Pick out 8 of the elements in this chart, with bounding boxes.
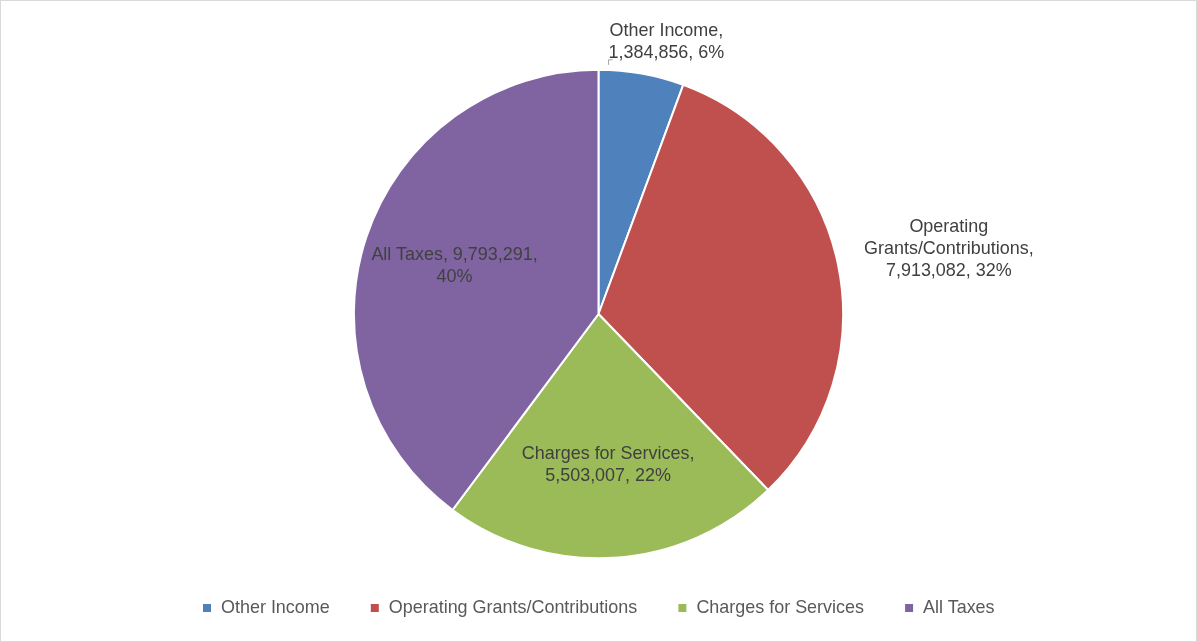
legend-label: Charges for Services	[696, 597, 865, 618]
legend-label: Operating Grants/Contributions	[388, 597, 638, 618]
data-label: All Taxes, 9,793,291, 40%	[371, 244, 538, 287]
data-label: Other Income, 1,384,856, 6%	[608, 19, 725, 62]
data-label: Charges for Services, 5,503,007, 22%	[521, 443, 695, 486]
legend-label: All Taxes	[923, 597, 995, 618]
data-label: Operating Grants/Contributions, 7,913,082, 32%	[864, 216, 1034, 280]
legend-label: Other Income	[221, 597, 330, 618]
